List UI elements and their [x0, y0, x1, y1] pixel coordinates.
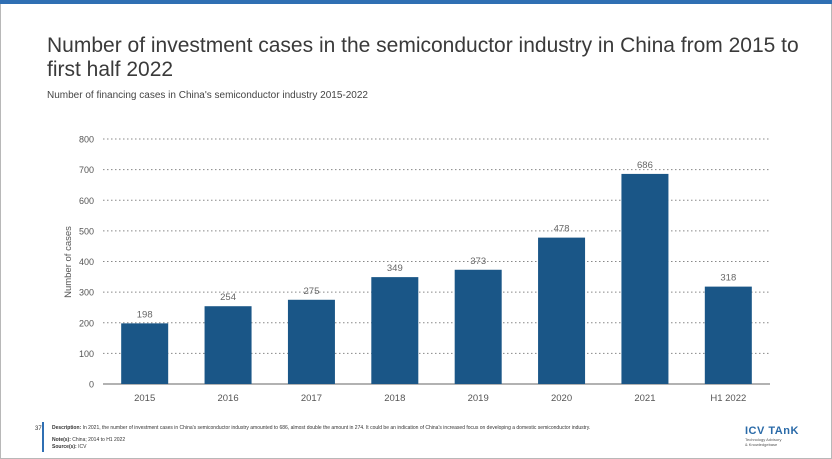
- y-tick-label: 200: [79, 318, 94, 328]
- bar: [287, 299, 335, 384]
- y-tick-label: 600: [79, 196, 94, 206]
- footer-description: Description: In 2021, the number of inve…: [52, 425, 652, 431]
- icv-tank-logo: ICV TAnK Technology Advisory & Knowledge…: [745, 425, 805, 447]
- bar: [538, 237, 586, 384]
- bar: [704, 286, 752, 384]
- data-label: 686: [637, 160, 653, 171]
- x-tick-label: 2020: [551, 393, 572, 404]
- note-text: China; 2014 to H1 2022: [72, 437, 126, 443]
- page-title: Number of investment cases in the semico…: [47, 34, 799, 81]
- bar: [121, 323, 169, 384]
- x-tick-label: 2018: [384, 393, 405, 404]
- bar: [204, 306, 252, 384]
- x-tick-label: 2016: [217, 393, 238, 404]
- y-tick-label: 700: [79, 165, 94, 175]
- page-subtitle: Number of financing cases in China's sem…: [47, 90, 368, 101]
- y-axis-label: Number of cases: [63, 226, 74, 298]
- data-label: 349: [387, 263, 403, 274]
- logo-wordmark: ICV TAnK: [745, 425, 799, 437]
- y-tick-label: 300: [79, 288, 94, 298]
- x-tick-label: 2015: [134, 393, 155, 404]
- top-accent-bar: [0, 0, 832, 4]
- bar: [454, 269, 502, 384]
- x-tick-label: 2021: [634, 393, 655, 404]
- footer-note: Note(s): China; 2014 to H1 2022: [52, 437, 125, 443]
- y-tick-label: 400: [79, 257, 94, 267]
- data-label: 373: [470, 256, 486, 267]
- source-label: Source(s):: [52, 444, 77, 450]
- logo-tagline-2: & Knowledgebase: [745, 442, 778, 447]
- y-tick-label: 100: [79, 349, 94, 359]
- description-text: In 2021, the number of investment cases …: [82, 425, 591, 431]
- description-label: Description:: [52, 425, 82, 431]
- data-label: 478: [554, 224, 570, 235]
- data-label: 318: [720, 273, 736, 284]
- bar: [371, 277, 419, 384]
- source-text: ICV: [78, 444, 87, 450]
- data-label: 198: [137, 309, 153, 320]
- data-label: 275: [304, 286, 320, 297]
- y-tick-label: 800: [79, 135, 94, 145]
- y-tick-label: 500: [79, 226, 94, 236]
- x-tick-label: 2017: [301, 393, 322, 404]
- page-number: 37: [35, 426, 42, 432]
- data-label: 254: [220, 292, 236, 303]
- x-tick-label: H1 2022: [710, 393, 746, 404]
- footer-accent-bar: [42, 422, 44, 452]
- bar: [621, 173, 669, 384]
- note-label: Note(s):: [52, 437, 71, 443]
- y-tick-label: 0: [89, 380, 94, 390]
- logo-tagline-1: Technology Advisory: [745, 437, 782, 442]
- footer-source: Source(s): ICV: [52, 444, 86, 450]
- x-tick-label: 2019: [468, 393, 489, 404]
